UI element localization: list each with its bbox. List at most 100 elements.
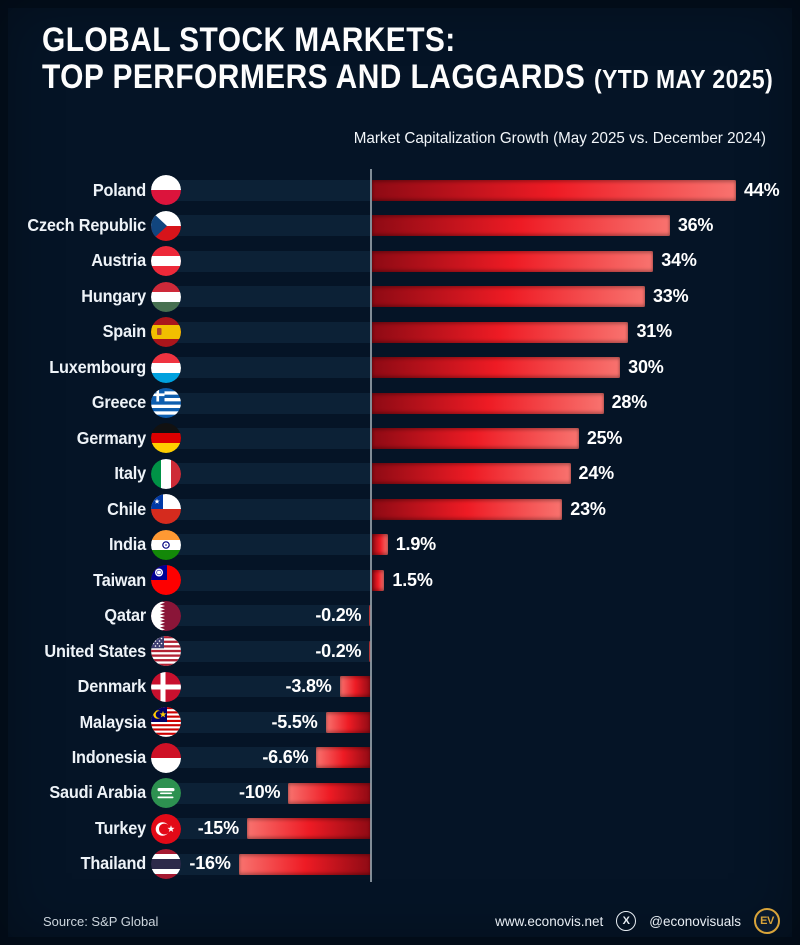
indonesia-flag-icon — [151, 742, 181, 773]
country-label: Poland — [92, 179, 146, 200]
value-label: -0.2% — [315, 605, 362, 626]
value-label: -3.8% — [285, 676, 332, 697]
austria-flag-icon — [151, 246, 181, 277]
greece-flag-icon — [151, 388, 181, 418]
bar-track — [163, 569, 371, 591]
value-label: 44% — [743, 179, 780, 200]
value-bar — [372, 569, 385, 591]
chart-row: Taiwan 1.5% — [0, 563, 800, 599]
value-label: 28% — [611, 392, 648, 413]
chart-row: Germany 25% — [0, 421, 800, 457]
hungary-flag-icon — [151, 281, 181, 312]
social-handle: @econovisuals — [649, 913, 741, 929]
value-bar — [372, 250, 654, 272]
value-label: -0.2% — [315, 640, 362, 661]
title-line-2: TOP PERFORMERS AND LAGGARDS (YTD MAY 202… — [42, 59, 773, 98]
value-bar — [372, 215, 670, 237]
spain-flag-icon — [151, 317, 181, 348]
bar-track — [163, 498, 371, 520]
value-label: 24% — [578, 463, 615, 484]
bar-track — [163, 427, 371, 449]
chart-row: Saudi Arabia -10% — [0, 775, 800, 811]
value-label: -16% — [189, 853, 231, 874]
chart-row: Luxembourg 30% — [0, 350, 800, 386]
chart-row: Hungary 33% — [0, 279, 800, 315]
country-label: Saudi Arabia — [49, 782, 146, 803]
chart-row: Chile 23% — [0, 492, 800, 528]
bar-track — [163, 392, 371, 414]
country-label: Luxembourg — [49, 356, 146, 377]
luxembourg-flag-icon — [151, 352, 181, 383]
value-label: -6.6% — [262, 747, 309, 768]
footer-brand-area: www.econovis.net X @econovisuals EV — [495, 908, 780, 934]
chart-row: Thailand -16% — [0, 846, 800, 882]
turkey-flag-icon — [151, 813, 181, 844]
chart-row: Italy 24% — [0, 456, 800, 492]
bar-track — [163, 711, 371, 733]
website-text: www.econovis.net — [495, 913, 604, 929]
country-label: Austria — [91, 250, 146, 271]
country-label: Qatar — [104, 605, 146, 626]
bar-track — [163, 179, 371, 201]
value-label: 33% — [652, 285, 689, 306]
value-bar — [372, 357, 621, 379]
country-label: Denmark — [77, 676, 147, 697]
value-label: -15% — [197, 817, 239, 838]
czech-republic-flag-icon — [151, 210, 181, 241]
chart-row: Turkey -15% — [0, 811, 800, 847]
value-bar — [339, 676, 371, 698]
title-line-2-text: TOP PERFORMERS AND LAGGARDS — [42, 58, 586, 96]
country-label: Hungary — [81, 285, 146, 306]
germany-flag-icon — [151, 423, 181, 454]
saudi-arabia-flag-icon — [151, 778, 181, 809]
chart-row: Greece 28% — [0, 385, 800, 421]
page-title: GLOBAL STOCK MARKETS: TOP PERFORMERS AND… — [42, 22, 800, 98]
poland-flag-icon — [151, 175, 181, 206]
value-label: 30% — [628, 356, 664, 377]
chart-row: Denmark -3.8% — [0, 669, 800, 705]
malaysia-flag-icon — [151, 707, 181, 738]
value-label: 36% — [677, 214, 714, 235]
bar-track — [163, 605, 371, 627]
country-label: Czech Republic — [27, 214, 147, 235]
value-bar — [372, 392, 604, 414]
country-label: Indonesia — [71, 747, 146, 768]
qatar-flag-icon — [151, 600, 181, 631]
title-line-1: GLOBAL STOCK MARKETS: — [42, 21, 456, 59]
value-label: -5.5% — [271, 711, 318, 732]
italy-flag-icon — [151, 458, 181, 489]
chart-subtitle: Market Capitalization Growth (May 2025 v… — [353, 130, 766, 147]
value-label: 1.9% — [395, 534, 436, 555]
country-label: United States — [44, 640, 146, 661]
chart-row: India 1.9% — [0, 527, 800, 563]
value-label: 31% — [636, 321, 672, 342]
bar-track — [163, 286, 371, 308]
zero-axis-line — [370, 169, 372, 882]
value-bar — [325, 711, 371, 733]
econovisuals-ev-logo: EV — [754, 908, 780, 934]
united-states-flag-icon — [151, 636, 181, 667]
value-bar — [372, 427, 579, 449]
value-bar — [246, 818, 371, 840]
value-bar — [288, 782, 371, 804]
bar-track — [163, 676, 371, 698]
chart-row: Qatar -0.2% — [0, 598, 800, 634]
country-label: Turkey — [94, 817, 146, 838]
bar-track — [163, 215, 371, 237]
value-bar — [372, 498, 563, 520]
value-bar — [372, 321, 629, 343]
value-label: 25% — [586, 427, 623, 448]
taiwan-flag-icon — [151, 565, 181, 596]
country-label: Spain — [102, 321, 147, 342]
bar-track — [163, 357, 371, 379]
india-flag-icon — [151, 529, 181, 560]
title-period: (YTD MAY 2025) — [594, 64, 774, 94]
bar-track — [163, 463, 371, 485]
chart-row: United States -0.2% — [0, 634, 800, 670]
value-bar — [238, 853, 371, 875]
source-note: Source: S&P Global — [43, 914, 159, 929]
chart-row: Poland 44% — [0, 173, 800, 209]
country-label: Chile — [107, 498, 146, 519]
